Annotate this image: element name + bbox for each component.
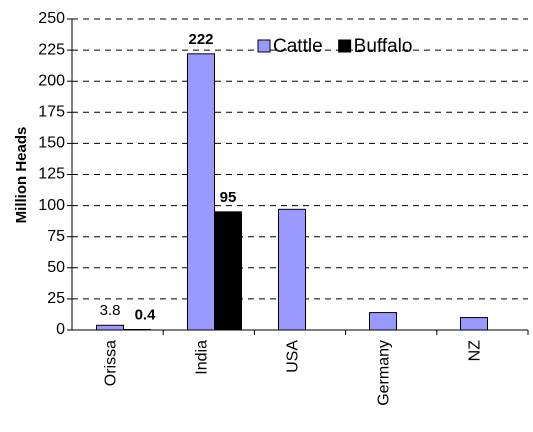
- y-tick-label: 225: [38, 41, 65, 58]
- bar: [187, 53, 215, 331]
- y-tick-label: 175: [38, 104, 65, 121]
- y-tick-label: 150: [38, 135, 65, 152]
- x-tick-label: Orissa: [103, 340, 120, 386]
- bar: [460, 317, 488, 331]
- y-axis-label: Million Heads: [13, 127, 30, 224]
- y-tick-label: 200: [38, 72, 65, 89]
- y-tick-label: 100: [38, 197, 65, 214]
- data-label: 0.4: [135, 306, 157, 323]
- bar: [278, 208, 306, 331]
- x-tick-label: NZ: [467, 340, 484, 362]
- bar: [96, 324, 124, 331]
- bar: [369, 312, 397, 331]
- legend-swatch: [257, 39, 271, 53]
- bar: [214, 211, 242, 331]
- x-tick-label: Germany: [376, 340, 393, 406]
- y-tick-label: 50: [47, 259, 65, 276]
- x-tick-label: USA: [285, 340, 302, 373]
- data-label: 95: [220, 189, 237, 206]
- y-tick-label: 250: [38, 10, 65, 27]
- x-tick-label: India: [194, 340, 211, 375]
- y-tick-label: 125: [38, 166, 65, 183]
- legend-label: Cattle: [273, 36, 323, 57]
- data-label: 3.8: [100, 302, 121, 319]
- legend-label: Buffalo: [354, 36, 413, 57]
- data-label: 222: [188, 31, 213, 48]
- legend-swatch: [338, 39, 352, 53]
- y-tick-label: 75: [47, 228, 65, 245]
- y-tick-label: 0: [56, 321, 65, 338]
- y-tick-label: 25: [47, 290, 65, 307]
